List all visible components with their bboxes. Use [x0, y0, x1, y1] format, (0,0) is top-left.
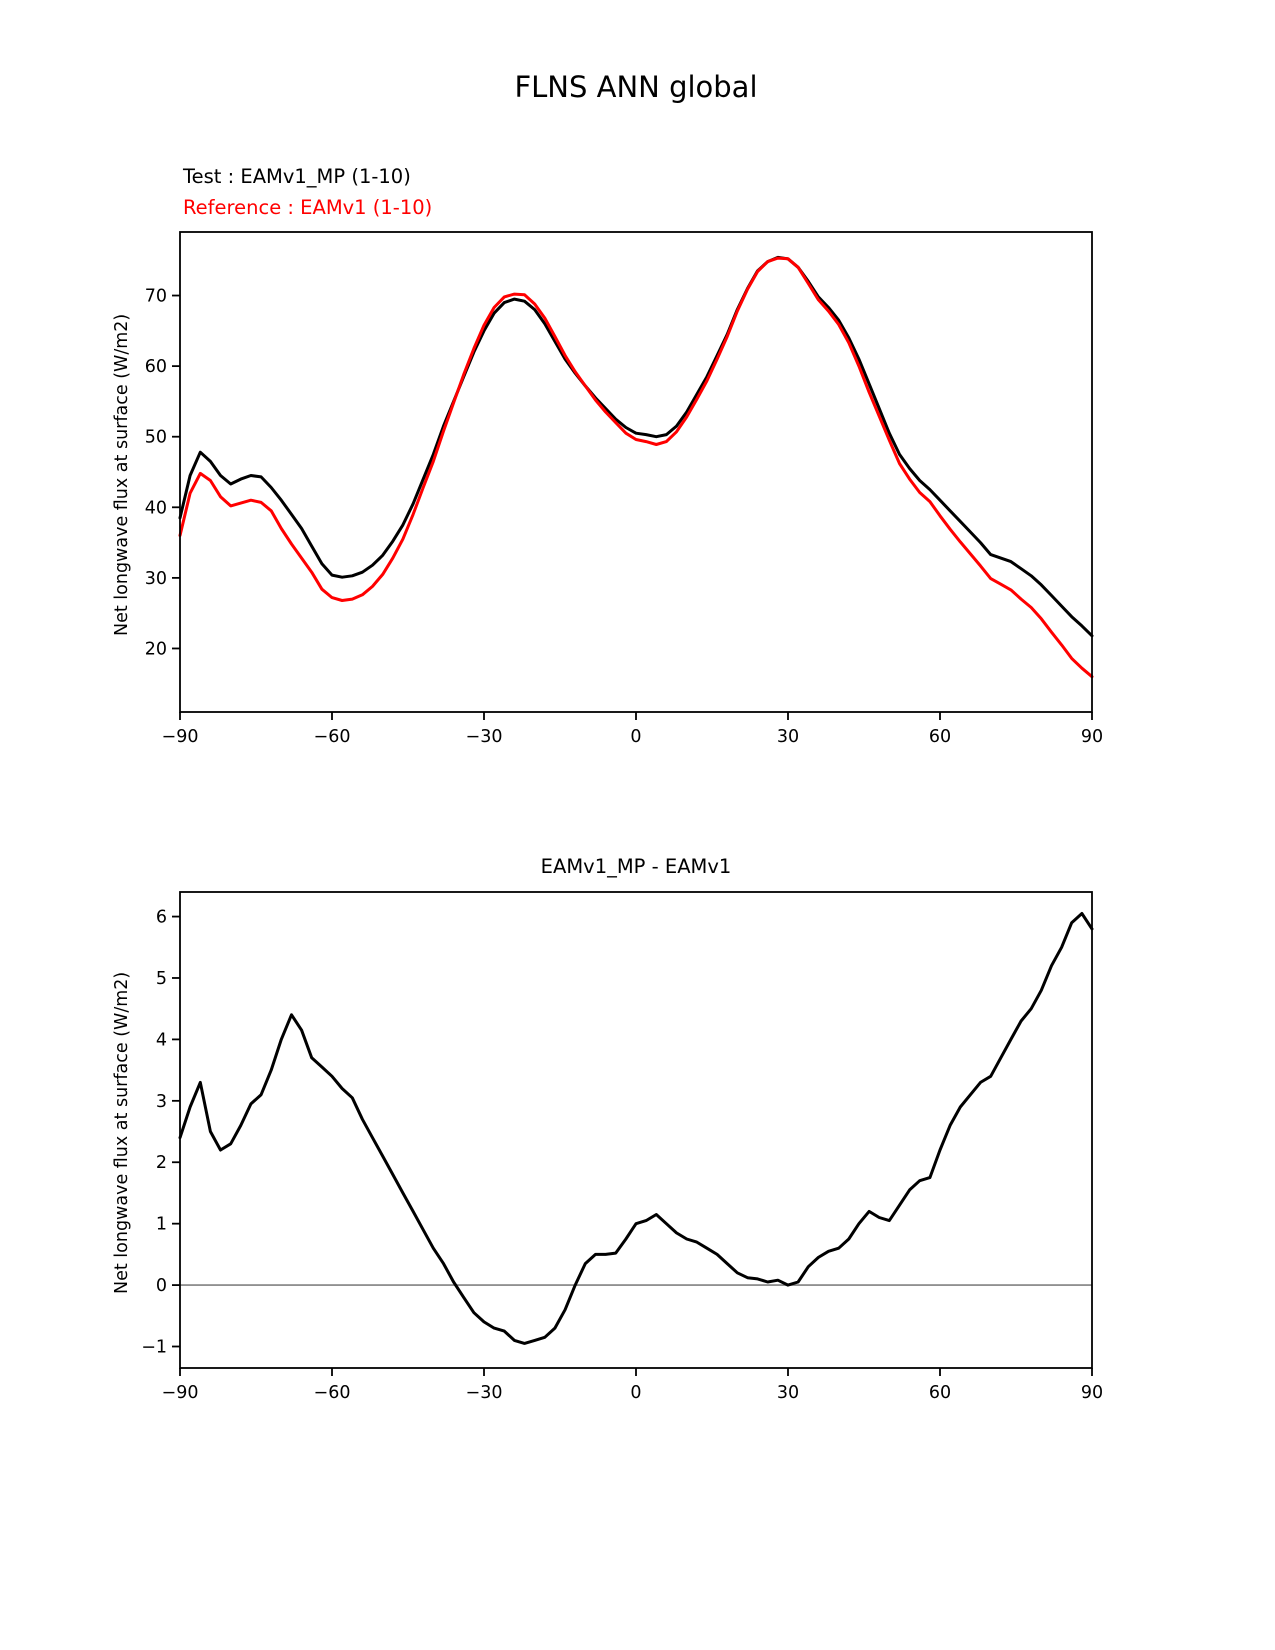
svg-text:90: 90 — [1081, 727, 1103, 747]
svg-text:20: 20 — [145, 639, 167, 659]
svg-text:1: 1 — [156, 1215, 167, 1235]
svg-text:30: 30 — [777, 727, 799, 747]
svg-text:−90: −90 — [162, 727, 199, 747]
bottom-chart-x-axis: −90 −60 −30 0 30 60 90 — [162, 1368, 1103, 1403]
bottom-chart-series-0 — [178, 912, 1094, 1345]
bottom-chart-title: EAMv1_MP - EAMv1 — [540, 855, 732, 878]
svg-text:3: 3 — [156, 1092, 167, 1112]
top-chart: −90 −60 −30 0 30 60 90 20 30 40 50 60 70 — [145, 231, 1103, 747]
svg-text:0: 0 — [630, 727, 641, 747]
svg-text:60: 60 — [929, 1383, 951, 1403]
bottom-chart: −90 −60 −30 0 30 60 90 −1 0 1 2 3 4 5 6 — [141, 891, 1103, 1403]
svg-text:−90: −90 — [162, 1383, 199, 1403]
svg-text:−60: −60 — [314, 1383, 351, 1403]
top-chart-series-0 — [178, 255, 1094, 638]
svg-text:30: 30 — [777, 1383, 799, 1403]
bottom-chart-axes-box — [179, 891, 1093, 1369]
figure-title: FLNS ANN global — [514, 70, 758, 104]
legend-reference-label: Reference : EAMv1 (1-10) — [183, 196, 433, 219]
svg-text:6: 6 — [156, 908, 167, 928]
svg-text:60: 60 — [929, 727, 951, 747]
svg-text:4: 4 — [156, 1030, 167, 1050]
svg-text:40: 40 — [145, 498, 167, 518]
svg-text:50: 50 — [145, 428, 167, 448]
svg-text:60: 60 — [145, 357, 167, 377]
svg-text:70: 70 — [145, 287, 167, 307]
svg-text:2: 2 — [156, 1153, 167, 1173]
top-chart-x-axis: −90 −60 −30 0 30 60 90 — [162, 712, 1103, 747]
svg-text:30: 30 — [145, 569, 167, 589]
svg-text:−1: −1 — [141, 1338, 167, 1358]
svg-text:90: 90 — [1081, 1383, 1103, 1403]
svg-text:0: 0 — [630, 1383, 641, 1403]
top-chart-series-1 — [178, 256, 1094, 679]
svg-text:0: 0 — [156, 1276, 167, 1296]
legend-test-label: Test : EAMv1_MP (1-10) — [183, 165, 411, 188]
svg-text:−60: −60 — [314, 727, 351, 747]
svg-text:−30: −30 — [466, 1383, 503, 1403]
svg-text:−30: −30 — [466, 727, 503, 747]
top-chart-y-axis: 20 30 40 50 60 70 — [145, 287, 180, 659]
svg-text:5: 5 — [156, 969, 167, 989]
top-chart-axes-box — [179, 231, 1093, 713]
bottom-chart-y-axis: −1 0 1 2 3 4 5 6 — [141, 908, 180, 1358]
